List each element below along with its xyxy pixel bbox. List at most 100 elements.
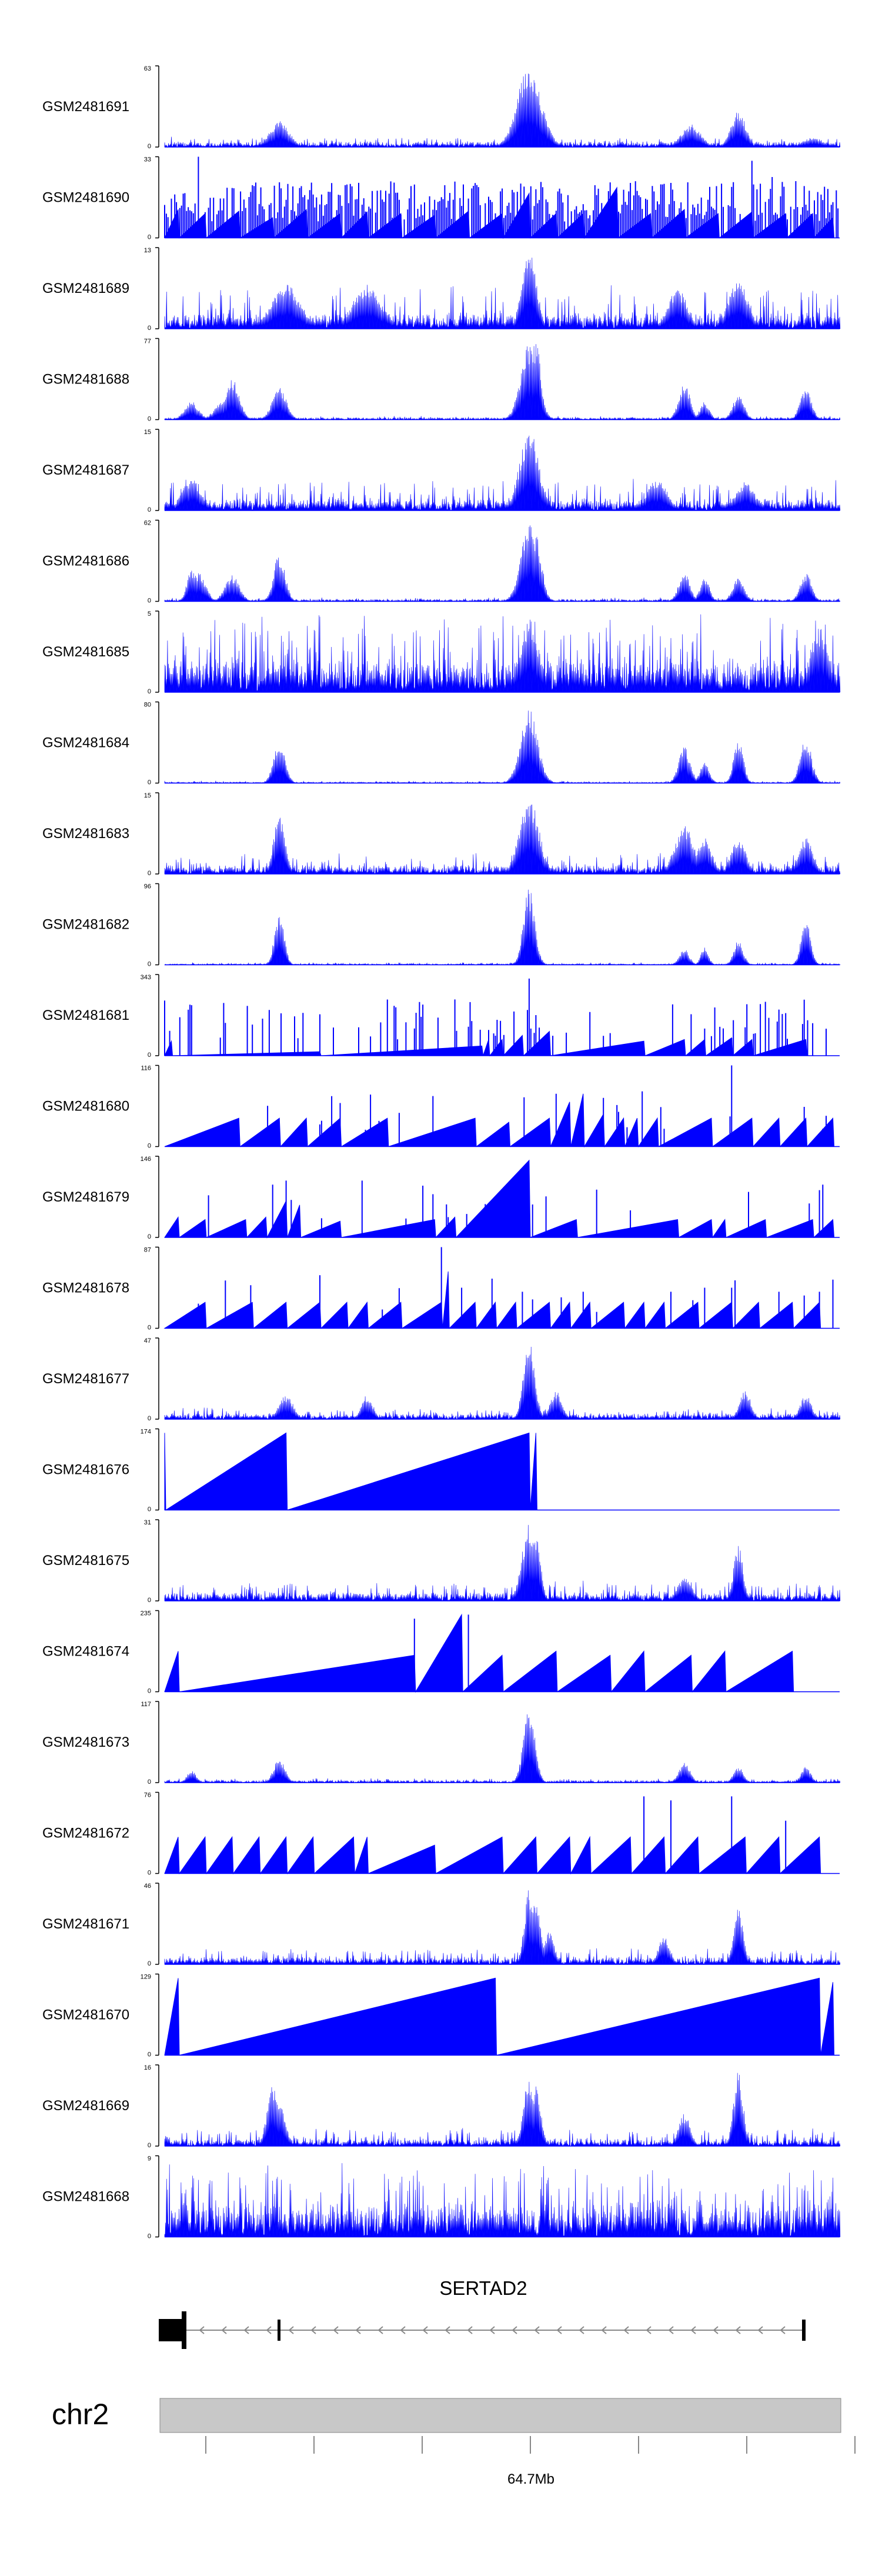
track-gsm2481680: GSM2481680 116 0 xyxy=(42,1065,840,1150)
track-ymax: 47 xyxy=(144,1337,151,1344)
track-ymax: 46 xyxy=(144,1883,151,1890)
strand-chevron xyxy=(333,2326,339,2334)
track-gsm2481674: GSM2481674 235 0 xyxy=(42,1610,840,1695)
track-label: GSM2481690 xyxy=(42,190,129,206)
strand-chevron xyxy=(601,2326,607,2334)
track-ymax: 96 xyxy=(144,883,151,890)
track-label: GSM2481669 xyxy=(42,2098,129,2114)
track-ymin: 0 xyxy=(148,2233,151,2240)
track-ymin: 0 xyxy=(148,688,151,695)
track-gsm2481668: GSM2481668 9 0 xyxy=(42,2155,841,2240)
signal-area xyxy=(164,344,841,421)
track-label: GSM2481673 xyxy=(42,1734,129,1750)
track-label: GSM2481676 xyxy=(42,1462,129,1478)
track-label: GSM2481685 xyxy=(42,644,129,660)
strand-chevron xyxy=(512,2326,517,2334)
track-ymax: 129 xyxy=(141,1974,151,1981)
signal-area xyxy=(164,614,841,693)
strand-chevron xyxy=(243,2326,249,2334)
track-label: GSM2481679 xyxy=(42,1189,129,1205)
signal-spikes xyxy=(267,1065,827,1147)
track-label: GSM2481677 xyxy=(42,1371,129,1387)
track-ymin: 0 xyxy=(148,506,151,513)
strand-chevron xyxy=(556,2326,562,2334)
intron-arrows xyxy=(199,2326,786,2334)
signal-spikes xyxy=(643,1796,787,1874)
track-gsm2481685: GSM2481685 5 0 xyxy=(42,610,841,695)
track-label: GSM2481668 xyxy=(42,2189,129,2205)
track-label: GSM2481681 xyxy=(42,1007,129,1023)
track-ymax: 15 xyxy=(144,429,151,436)
signal-spikes xyxy=(413,1614,469,1692)
track-label: GSM2481674 xyxy=(42,1644,129,1660)
track-gsm2481675: GSM2481675 31 0 xyxy=(42,1519,841,1604)
signal-area xyxy=(164,525,841,602)
signal-area xyxy=(164,1524,841,1602)
track-gsm2481673: GSM2481673 117 0 xyxy=(42,1701,841,1786)
signal-spikes xyxy=(164,156,839,238)
strand-chevron xyxy=(377,2326,383,2334)
strand-chevron xyxy=(445,2326,450,2334)
track-label: GSM2481684 xyxy=(42,735,129,751)
gene-exon-2 xyxy=(278,2320,280,2341)
track-label: GSM2481671 xyxy=(42,1916,129,1932)
track-gsm2481671: GSM2481671 46 0 xyxy=(42,1883,841,1967)
track-ymin: 0 xyxy=(148,143,151,150)
signal-area xyxy=(164,1714,841,1784)
strand-chevron xyxy=(199,2326,205,2334)
strand-chevron xyxy=(690,2326,696,2334)
signal-area xyxy=(164,1159,840,1239)
ideogram-bar xyxy=(159,2398,841,2433)
strand-chevron xyxy=(623,2326,629,2334)
track-ymin: 0 xyxy=(148,1960,151,1967)
track-label: GSM2481683 xyxy=(42,826,129,842)
track-label: GSM2481680 xyxy=(42,1099,129,1115)
track-ymax: 235 xyxy=(141,1610,151,1617)
track-ymax: 31 xyxy=(144,1519,151,1526)
track-gsm2481684: GSM2481684 80 0 xyxy=(42,702,841,786)
track-gsm2481689: GSM2481689 13 0 xyxy=(42,247,841,332)
strand-chevron xyxy=(221,2326,227,2334)
strand-chevron xyxy=(646,2326,652,2334)
track-label: GSM2481678 xyxy=(42,1280,129,1296)
strand-chevron xyxy=(668,2326,674,2334)
signal-area xyxy=(164,710,841,784)
scale-ticks xyxy=(205,2436,856,2454)
track-gsm2481686: GSM2481686 62 0 xyxy=(42,520,841,605)
track-gsm2481690: GSM2481690 33 0 xyxy=(42,156,840,241)
track-label: GSM2481670 xyxy=(42,2007,129,2023)
signal-area xyxy=(163,1271,840,1329)
track-ymin: 0 xyxy=(148,325,151,332)
track-ymin: 0 xyxy=(148,1233,151,1240)
track-label: GSM2481691 xyxy=(42,99,129,115)
track-ymax: 15 xyxy=(144,792,151,799)
track-label: GSM2481682 xyxy=(42,917,129,933)
tracks-layer: GSM2481691630GSM2481690330GSM2481689130G… xyxy=(42,65,841,2240)
track-ymin: 0 xyxy=(148,234,151,241)
strand-chevron xyxy=(780,2326,786,2334)
strand-chevron xyxy=(489,2326,495,2334)
gene-exon-3 xyxy=(802,2320,806,2341)
track-label: GSM2481689 xyxy=(42,281,129,296)
track-ymin: 0 xyxy=(148,1415,151,1422)
signal-area xyxy=(164,804,841,875)
gene-name: SERTAD2 xyxy=(439,2277,527,2299)
track-ymin: 0 xyxy=(148,1506,151,1513)
strand-chevron xyxy=(735,2326,741,2334)
track-label: GSM2481687 xyxy=(42,462,129,478)
track-gsm2481681: GSM2481681 343 0 xyxy=(42,974,840,1059)
signal-area xyxy=(164,1093,840,1148)
track-ymin: 0 xyxy=(148,1688,151,1695)
track-gsm2481678: GSM2481678 87 0 xyxy=(42,1247,840,1332)
track-ymax: 16 xyxy=(144,2064,151,2071)
track-gsm2481687: GSM2481687 15 0 xyxy=(42,429,841,513)
track-gsm2481688: GSM2481688 77 0 xyxy=(42,338,841,423)
strand-chevron xyxy=(266,2326,272,2334)
signal-area xyxy=(164,73,841,148)
track-ymin: 0 xyxy=(148,2142,151,2149)
track-ymax: 87 xyxy=(144,1247,151,1254)
track-label: GSM2481675 xyxy=(42,1553,129,1569)
signal-area xyxy=(164,1346,841,1420)
track-gsm2481679: GSM2481679 146 0 xyxy=(42,1156,840,1240)
signal-area xyxy=(164,1890,841,1966)
